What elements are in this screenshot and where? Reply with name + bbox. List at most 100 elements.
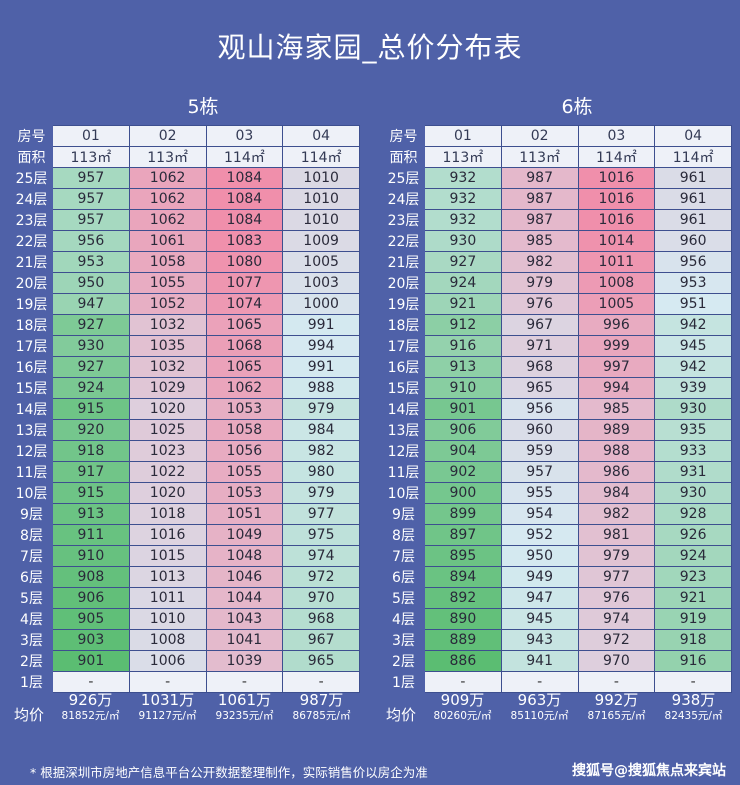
price-cell-03: 1044	[205, 587, 284, 609]
floor-row: 20层 950 1055 1077 1003	[10, 272, 360, 294]
price-cell-03: 1053	[205, 398, 284, 420]
price-cell-04: 1005	[282, 251, 360, 273]
price-cell-04: 984	[282, 419, 360, 441]
building-6-heading: 6栋	[561, 96, 593, 118]
price-cell-04: 928	[654, 503, 732, 525]
price-cell-03: 1065	[205, 314, 284, 336]
price-cell-01: 957	[52, 188, 130, 210]
floor-label: 12层	[10, 440, 53, 462]
floor-label: 3层	[10, 629, 53, 651]
price-cell-02: 971	[500, 335, 579, 357]
price-cell-01: 932	[424, 209, 502, 231]
floor-row: 1层 - - - -	[10, 671, 360, 693]
floor-row: 12层 904 959 988 933	[382, 440, 732, 462]
unit-number-02: 02	[500, 125, 579, 147]
price-cell-01: 886	[424, 650, 502, 672]
price-cell-01: 930	[52, 335, 130, 357]
unit-number-01: 01	[52, 125, 130, 147]
floor-row: 14层 915 1020 1053 979	[10, 398, 360, 420]
price-cell-02: 1062	[128, 188, 207, 210]
price-cell-01: 910	[52, 545, 130, 567]
avg-unit-price: 80260元/㎡	[433, 710, 492, 722]
price-cell-01: 904	[424, 440, 502, 462]
floor-row: 3层 903 1008 1041 967	[10, 629, 360, 651]
price-cell-03: 970	[577, 650, 656, 672]
price-cell-03: 1016	[577, 188, 656, 210]
unit-area-04: 114㎡	[654, 146, 732, 168]
price-cell-01: 903	[52, 629, 130, 651]
floor-label: 4层	[382, 608, 425, 630]
price-cell-02: 1010	[128, 608, 207, 630]
floor-row: 13层 920 1025 1058 984	[10, 419, 360, 441]
price-cell-03: 982	[577, 503, 656, 525]
price-cell-01: 899	[424, 503, 502, 525]
price-cell-04: 930	[654, 482, 732, 504]
price-cell-02: 1020	[128, 398, 207, 420]
price-cell-03: 988	[577, 440, 656, 462]
floor-label: 22层	[10, 230, 53, 252]
floor-row: 17层 916 971 999 945	[382, 335, 732, 357]
price-cell-02: 976	[500, 293, 579, 315]
building-5-price-table: 房号 01 02 03 04 面积 113㎡ 113㎡ 114㎡ 114㎡ 25层 957 1062 10…	[10, 125, 360, 693]
floor-label: 14层	[382, 398, 425, 420]
floor-label: 11层	[10, 461, 53, 483]
avg-price-04: 938万 82435元/㎡	[655, 692, 732, 723]
price-cell-04: 1009	[282, 230, 360, 252]
price-cell-04: 979	[282, 398, 360, 420]
floor-label: 19层	[10, 293, 53, 315]
price-cell-01: 957	[52, 167, 130, 189]
price-cell-01: 912	[424, 314, 502, 336]
room-header-label: 房号	[382, 125, 425, 147]
price-cell-01: 894	[424, 566, 502, 588]
floor-label: 14层	[10, 398, 53, 420]
price-cell-01: 908	[52, 566, 130, 588]
avg-price-03: 992万 87165元/㎡	[578, 692, 655, 723]
floor-label: 17层	[10, 335, 53, 357]
page-title: 观山海家园_总价分布表	[217, 31, 523, 64]
price-cell-02: 1061	[128, 230, 207, 252]
price-cell-02: 954	[500, 503, 579, 525]
price-cell-02: 1055	[128, 272, 207, 294]
unit-area-01: 113㎡	[52, 146, 130, 168]
floor-label: 13层	[382, 419, 425, 441]
floor-label: 11层	[382, 461, 425, 483]
price-cell-01: 897	[424, 524, 502, 546]
price-cell-01: 916	[424, 335, 502, 357]
price-cell-02: 1032	[128, 314, 207, 336]
price-cell-02: 1052	[128, 293, 207, 315]
floor-label: 10层	[382, 482, 425, 504]
price-cell-02: 943	[500, 629, 579, 651]
price-cell-03: 984	[577, 482, 656, 504]
price-cell-01: 947	[52, 293, 130, 315]
price-cell-01: 902	[424, 461, 502, 483]
price-cell-02: 968	[500, 356, 579, 378]
floor-label: 19层	[382, 293, 425, 315]
avg-total-price: 963万	[517, 691, 562, 709]
floor-row: 3层 889 943 972 918	[382, 629, 732, 651]
price-cell-03: 976	[577, 587, 656, 609]
floor-row: 19层 947 1052 1074 1000	[10, 293, 360, 315]
unit-area-01: 113㎡	[424, 146, 502, 168]
avg-total-price: 909万	[440, 691, 485, 709]
price-cell-01: 915	[52, 482, 130, 504]
price-cell-04: 991	[282, 356, 360, 378]
price-cell-02: 957	[500, 461, 579, 483]
price-cell-02: 1023	[128, 440, 207, 462]
price-cell-04: -	[654, 671, 732, 693]
floor-row: 17层 930 1035 1068 994	[10, 335, 360, 357]
price-cell-01: 918	[52, 440, 130, 462]
floor-row: 12层 918 1023 1056 982	[10, 440, 360, 462]
price-cell-04: 935	[654, 419, 732, 441]
price-cell-03: 997	[577, 356, 656, 378]
floor-row: 8层 897 952 981 926	[382, 524, 732, 546]
price-cell-01: 932	[424, 167, 502, 189]
floor-row: 4层 890 945 974 919	[382, 608, 732, 630]
data-source-footnote: * 根据深圳市房地产信息平台公开数据整理制作，实际销售价以房企为准	[30, 765, 428, 780]
avg-total-price: 938万	[671, 691, 716, 709]
price-cell-04: 930	[654, 398, 732, 420]
price-cell-02: 1018	[128, 503, 207, 525]
price-cell-04: 979	[282, 482, 360, 504]
floor-label: 21层	[382, 251, 425, 273]
price-cell-04: 961	[654, 188, 732, 210]
price-cell-01: 956	[52, 230, 130, 252]
